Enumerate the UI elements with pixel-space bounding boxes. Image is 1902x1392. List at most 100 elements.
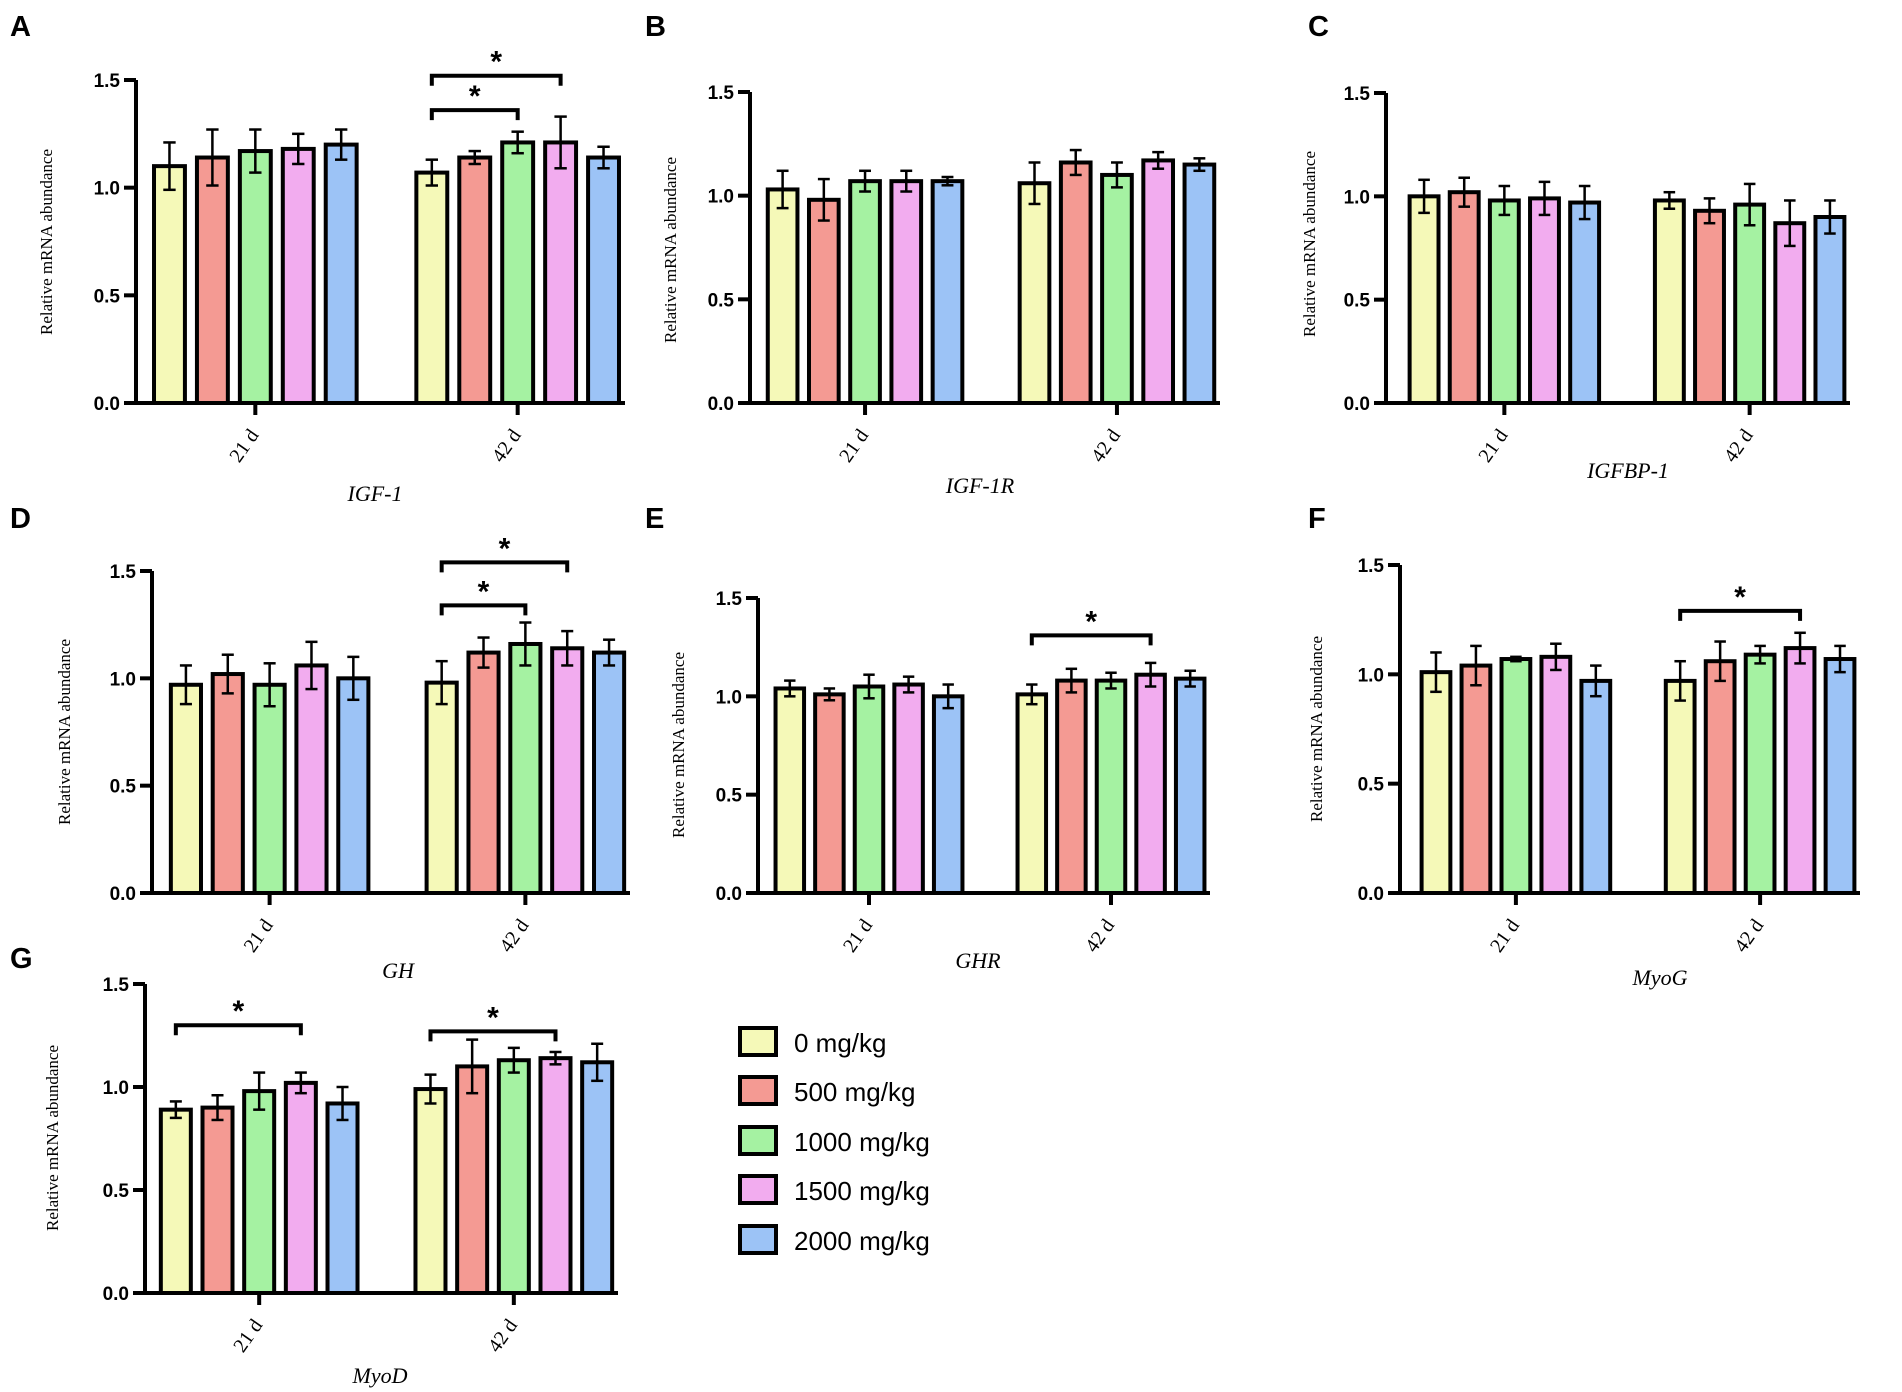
y-axis-label: Relative mRNA abundance (661, 157, 680, 343)
x-tick-label: 42 d (1081, 915, 1119, 956)
gene-title: IGF-1R (945, 473, 1015, 498)
bar (1773, 221, 1807, 405)
y-tick-label: 1.5 (103, 975, 130, 996)
bar (806, 197, 841, 405)
y-tick-label: 0.0 (708, 394, 734, 415)
bar (413, 1087, 448, 1296)
x-tick-label: 42 d (1720, 425, 1758, 466)
y-tick-label: 1.0 (110, 669, 136, 690)
bar (1487, 198, 1521, 405)
y-tick-label: 0.5 (94, 286, 121, 307)
gene-title: GH (382, 958, 415, 983)
bar (414, 170, 450, 405)
panel-letter: B (645, 11, 666, 43)
bar (1783, 646, 1817, 895)
legend-label-4: 2000 mg/kg (794, 1226, 930, 1256)
y-tick-label: 1.5 (94, 71, 121, 92)
gene-title: GHR (955, 948, 1001, 973)
bar (1173, 676, 1207, 896)
bar (1447, 190, 1481, 405)
bar (1743, 652, 1777, 895)
x-tick-label: 21 d (229, 1315, 267, 1356)
bar (1017, 181, 1052, 405)
gene-title: MyoG (1632, 965, 1688, 990)
x-tick-label: 21 d (225, 425, 263, 466)
bar (1182, 162, 1217, 405)
y-tick-label: 1.0 (708, 187, 734, 208)
panel-letter: A (10, 11, 31, 43)
significance-bracket (429, 108, 520, 121)
y-axis-label: Relative mRNA abundance (55, 639, 74, 825)
legend-swatch-3 (738, 1174, 778, 1205)
bar (466, 650, 501, 895)
y-tick-label: 0.5 (708, 290, 735, 311)
significance-bracket (429, 73, 563, 86)
bar (852, 684, 886, 895)
significance-bracket (439, 560, 570, 573)
bar (889, 179, 924, 405)
y-tick-label: 0.0 (716, 884, 742, 905)
significance-star: * (469, 80, 481, 113)
x-tick-label: 42 d (484, 1315, 522, 1356)
x-tick-label: 21 d (1474, 425, 1512, 466)
bar (1141, 158, 1176, 405)
panel-letter: D (10, 503, 31, 535)
y-tick-label: 1.0 (1358, 665, 1384, 686)
x-tick-label: 42 d (495, 915, 533, 956)
y-axis-label: Relative mRNA abundance (669, 652, 688, 838)
y-tick-label: 1.0 (1344, 187, 1370, 208)
legend-swatch-4 (738, 1224, 778, 1255)
y-tick-label: 0.5 (1344, 291, 1371, 312)
bar (242, 1089, 277, 1295)
bar (210, 672, 245, 895)
y-tick-label: 0.0 (103, 1284, 129, 1305)
significance-bracket (173, 1023, 303, 1036)
bar (457, 155, 493, 405)
bar (1539, 654, 1573, 896)
bar (1823, 657, 1857, 895)
y-tick-label: 1.0 (716, 687, 742, 708)
bar (1733, 202, 1767, 405)
bar (592, 650, 627, 895)
y-tick-label: 0.0 (110, 884, 136, 905)
bar (283, 1080, 318, 1295)
x-tick-label: 21 d (240, 915, 278, 956)
y-tick-label: 1.0 (103, 1078, 129, 1099)
bar (200, 1105, 235, 1295)
y-axis-label: Relative mRNA abundance (43, 1045, 62, 1231)
bar (194, 155, 230, 405)
gene-title: MyoD (352, 1363, 408, 1388)
bar (325, 1101, 360, 1295)
panel-e: E 0.0 0.5 1.0 1.5 Relative mRNA abundance GHR 2… (645, 503, 1210, 973)
legend: 0 mg/kg 500 mg/kg 1000 mg/kg 1500 mg/kg … (738, 1026, 930, 1256)
significance-star: * (487, 1001, 499, 1034)
x-tick-label: 42 d (1087, 425, 1125, 466)
bar (1663, 678, 1697, 895)
bar (1100, 172, 1134, 405)
bar (586, 155, 621, 405)
bar (550, 646, 585, 896)
bar (168, 682, 203, 895)
y-tick-label: 1.0 (94, 179, 120, 200)
legend-label-0: 0 mg/kg (794, 1028, 887, 1058)
bar (1499, 657, 1533, 895)
gene-title: IGFBP-1 (1586, 458, 1669, 483)
significance-star: * (478, 575, 490, 608)
bar (252, 682, 287, 895)
x-tick-label: 21 d (839, 915, 877, 956)
bar (280, 146, 316, 405)
legend-label-1: 500 mg/kg (794, 1077, 915, 1107)
bar (500, 140, 536, 406)
bar (1703, 659, 1737, 895)
significance-star: * (499, 532, 511, 565)
y-tick-label: 0.5 (110, 777, 137, 798)
panel-d: D 0.0 0.5 1.0 1.5 Relative mRNA abundance GH 21… (10, 503, 630, 983)
bar (848, 179, 882, 405)
bar (538, 1056, 573, 1296)
bar (1015, 692, 1049, 895)
bar (294, 663, 329, 895)
bar (496, 1058, 531, 1295)
panel-letter: F (1308, 503, 1326, 535)
panel-letter: C (1308, 11, 1329, 43)
